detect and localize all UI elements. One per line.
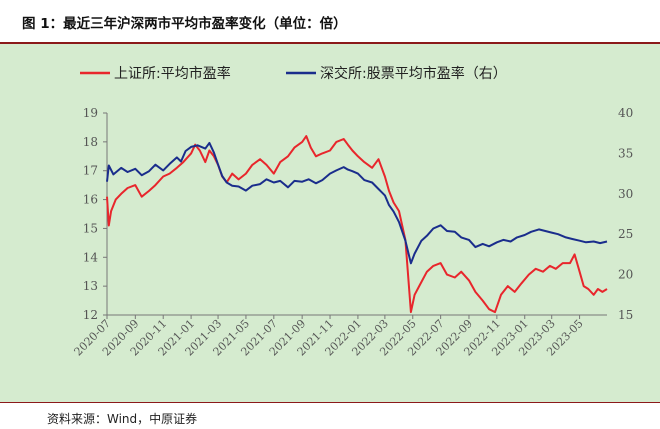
left-tick-label: 19	[83, 106, 98, 120]
left-tick-label: 15	[83, 221, 98, 235]
series-line-1	[106, 135, 608, 314]
right-tick-label: 20	[618, 268, 633, 282]
left-tick-label: 18	[83, 135, 98, 149]
right-tick-label: 30	[618, 187, 633, 201]
chart-title: 图 1：最近三年沪深两市平均市盈率变化（单位：倍）	[22, 16, 347, 32]
left-tick-label: 12	[83, 308, 98, 322]
chart-legend: 上证所:平均市盈率 深交所:股票平均市盈率（右）	[80, 65, 507, 82]
title-bar: 图 1：最近三年沪深两市平均市盈率变化（单位：倍）	[0, 0, 660, 44]
right-tick-label: 15	[618, 308, 633, 322]
legend-label-1: 上证所:平均市盈率	[114, 65, 231, 82]
series-line-2	[106, 141, 608, 265]
left-tick-label: 17	[83, 164, 98, 178]
source-note: 资料来源：Wind，中原证券	[47, 412, 198, 426]
right-tick-label: 25	[618, 227, 633, 241]
chart-series	[106, 135, 608, 314]
right-tick-label: 35	[618, 146, 633, 160]
legend-label-2: 深交所:股票平均市盈率（右）	[320, 65, 507, 82]
left-tick-label: 13	[83, 279, 98, 293]
right-tick-label: 40	[618, 106, 633, 120]
footer-bar: 资料来源：Wind，中原证券	[0, 402, 660, 429]
left-tick-label: 16	[83, 193, 98, 207]
chart-plot: 上证所:平均市盈率 深交所:股票平均市盈率（右） 12 13 14 15 16 17 18 19…	[72, 65, 634, 358]
left-tick-label: 14	[83, 250, 99, 264]
